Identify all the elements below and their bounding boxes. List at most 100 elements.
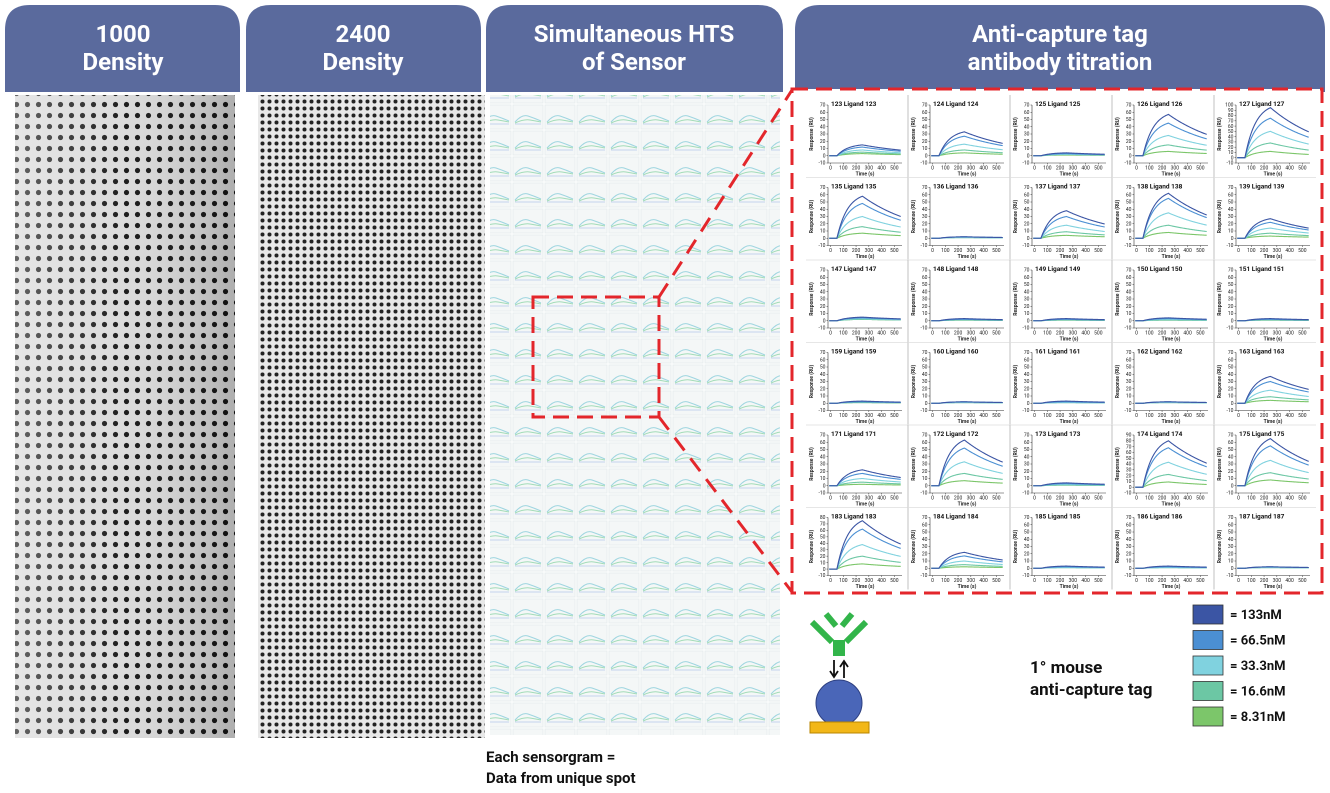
y-tick-label: 50	[1228, 447, 1234, 453]
x-tick-label: 200	[1260, 331, 1269, 337]
y-tick-label: 50	[1126, 456, 1132, 462]
y-tick-label: 20	[1228, 469, 1234, 475]
y-tick-label: 10	[1228, 229, 1234, 235]
x-tick-label: 200	[1056, 413, 1065, 419]
y-tick-label: 20	[1126, 473, 1132, 479]
y-tick-label: 60	[1228, 124, 1234, 130]
x-tick-label: 200	[954, 578, 963, 584]
y-tick-label: 60	[1126, 450, 1132, 456]
x-tick-label: 0	[1237, 331, 1240, 337]
y-tick-label: 0	[925, 401, 928, 407]
y-tick-label: 50	[1126, 117, 1132, 123]
y-tick-label: 50	[1228, 365, 1234, 371]
y-tick-label: 60	[820, 528, 826, 534]
x-tick-label: 200	[1158, 413, 1167, 419]
y-tick-label: 0	[1129, 153, 1132, 159]
x-tick-label: 300	[1171, 413, 1180, 419]
x-tick-label: 400	[877, 578, 886, 584]
x-tick-label: 500	[992, 248, 1001, 254]
y-tick-label: 50	[922, 282, 928, 288]
y-tick-label: 30	[1228, 379, 1234, 385]
x-axis-label: Time (s)	[1264, 336, 1283, 343]
y-tick-label: 40	[922, 289, 928, 295]
panel-title: 126 Ligand 126	[1137, 100, 1183, 108]
x-tick-label: 300	[865, 248, 874, 254]
sensorgram-curve	[1237, 472, 1309, 487]
x-tick-label: 0	[1033, 331, 1036, 337]
x-tick-label: 200	[1056, 248, 1065, 254]
x-tick-label: 400	[1183, 331, 1192, 337]
sensorgram-curve	[1237, 221, 1309, 239]
sensorgram-curve	[931, 318, 1003, 322]
panel-title: 184 Ligand 184	[933, 513, 979, 521]
x-tick-label: 200	[1260, 248, 1269, 254]
x-tick-label: 0	[1135, 413, 1138, 419]
header-title: Simultaneous HTS of Sensor	[534, 20, 734, 76]
x-tick-label: 0	[1135, 331, 1138, 337]
y-tick-label: 50	[922, 117, 928, 123]
x-tick-label: 500	[1298, 578, 1307, 584]
y-tick-label: 70	[820, 185, 826, 191]
sensorgram-curve	[1237, 227, 1309, 239]
x-tick-label: 100	[839, 331, 848, 337]
y-tick-label: 60	[1024, 192, 1030, 198]
y-tick-label: 0	[925, 153, 928, 159]
sensorgram-curve	[829, 481, 901, 487]
sensorgram-curve	[1135, 144, 1207, 157]
x-tick-label: 100	[1145, 413, 1154, 419]
x-axis-label: Time (s)	[1162, 583, 1181, 590]
y-tick-label: 10	[1024, 229, 1030, 235]
x-axis-label: Time (s)	[1060, 501, 1079, 508]
y-tick-label: 10	[820, 229, 826, 235]
y-tick-label: 10	[1024, 476, 1030, 482]
y-axis-label: Response (RU)	[808, 200, 815, 234]
y-tick-label: 40	[1228, 134, 1234, 140]
y-axis-label: Response (RU)	[1114, 117, 1121, 151]
x-tick-label: 0	[829, 331, 832, 337]
x-tick-label: 200	[852, 496, 861, 502]
x-tick-label: 400	[1081, 413, 1090, 419]
y-tick-label: 30	[820, 214, 826, 220]
x-tick-label: 200	[954, 331, 963, 337]
y-tick-label: 60	[922, 110, 928, 116]
y-tick-label: 70	[1024, 350, 1030, 356]
panel-title: 125 Ligand 125	[1035, 100, 1081, 108]
y-axis-label: Response (RU)	[910, 200, 917, 234]
x-tick-label: 500	[1094, 413, 1103, 419]
y-tick-label: -10	[818, 408, 825, 414]
y-tick-label: 60	[1024, 275, 1030, 281]
y-tick-label: 20	[820, 554, 826, 560]
panel-title: 135 Ligand 135	[831, 183, 877, 191]
y-tick-label: 70	[922, 350, 928, 356]
panel-title: 148 Ligand 148	[933, 265, 979, 273]
x-tick-label: 400	[1285, 413, 1294, 419]
x-tick-label: 200	[1260, 413, 1269, 419]
y-tick-label: 30	[1126, 297, 1132, 303]
x-tick-label: 500	[1298, 331, 1307, 337]
y-tick-label: 50	[1228, 530, 1234, 536]
y-tick-label: 20	[922, 386, 928, 392]
sensorgram-curve	[931, 439, 1003, 487]
sensorgram-curve	[1237, 218, 1309, 239]
x-axis-label: Time (s)	[1264, 171, 1283, 178]
y-axis-label: Response (RU)	[1216, 365, 1223, 399]
sensorgram-curve	[829, 215, 901, 239]
x-tick-label: 100	[941, 496, 950, 502]
y-tick-label: -10	[1226, 161, 1233, 167]
y-axis-label: Response (RU)	[1012, 365, 1019, 399]
x-tick-label: 200	[1260, 166, 1269, 172]
x-tick-label: 100	[839, 578, 848, 584]
y-tick-label: 0	[1027, 483, 1030, 489]
y-tick-label: 70	[1024, 433, 1030, 439]
panel-title: 174 Ligand 174	[1137, 430, 1183, 438]
sensorgram-curve	[829, 195, 901, 239]
y-tick-label: 20	[1024, 551, 1030, 557]
sensorgram-curve	[1237, 375, 1309, 404]
y-tick-label: 60	[1126, 357, 1132, 363]
x-tick-label: 100	[1247, 496, 1256, 502]
y-tick-label: 0	[1129, 566, 1132, 572]
sensorgram-curve	[1237, 399, 1309, 404]
y-tick-label: -10	[1124, 408, 1131, 414]
x-tick-label: 100	[941, 578, 950, 584]
sensorgram-curve	[1237, 117, 1309, 159]
